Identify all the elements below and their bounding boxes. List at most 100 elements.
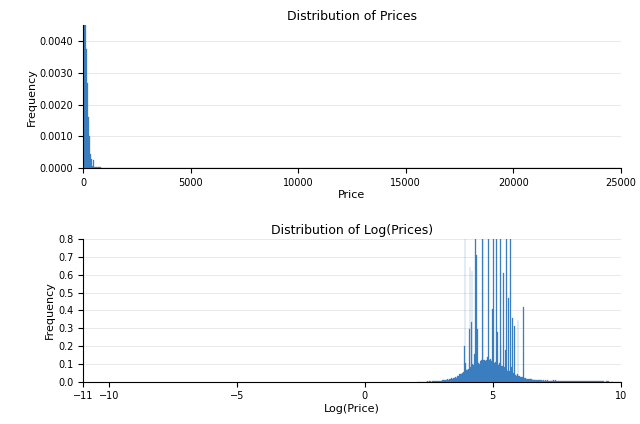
Bar [483,360,484,382]
Bar [436,381,437,382]
Bar [453,378,454,382]
X-axis label: Price: Price [339,190,365,201]
Bar [489,360,490,382]
Bar [527,379,528,382]
Bar [503,273,504,382]
Bar [523,378,524,382]
Bar [90,153,91,168]
Bar [526,379,527,382]
Bar [570,381,571,382]
Bar [91,159,92,168]
Bar [562,381,563,382]
Bar [510,190,511,382]
Bar [86,83,88,168]
Bar [578,381,579,382]
Bar [572,381,573,382]
Bar [92,166,93,168]
Bar [464,346,465,382]
Bar [551,381,552,382]
Bar [507,368,508,382]
Bar [524,377,525,382]
Bar [561,381,562,382]
Bar [462,373,463,382]
Bar [544,380,545,382]
Bar [463,372,464,382]
Bar [585,381,586,382]
Bar [522,377,523,382]
Bar [536,380,537,382]
Bar [550,381,551,382]
Bar [446,380,447,382]
Bar [514,374,515,382]
Bar [477,329,478,382]
Bar [595,381,596,382]
Bar [457,377,458,382]
Bar [476,255,477,382]
Bar [511,372,512,382]
Bar [468,369,469,382]
Bar [458,376,459,382]
Bar [517,374,518,382]
Bar [509,372,510,382]
Bar [580,381,581,382]
Bar [565,381,566,382]
Bar [470,367,471,382]
Bar [566,381,567,382]
Bar [593,381,594,382]
Bar [441,381,442,382]
Bar [472,364,473,382]
Bar [541,379,542,382]
Bar [519,377,520,382]
Bar [97,167,99,168]
Bar [480,361,481,382]
Bar [575,381,576,382]
Bar [534,379,535,382]
Bar [459,374,460,382]
Bar [484,360,485,382]
Bar [481,360,482,382]
Bar [479,364,480,382]
Bar [569,381,570,382]
Bar [508,298,509,382]
Bar [520,377,521,382]
Bar [497,332,498,382]
Bar [482,0,483,382]
Bar [95,167,96,168]
Bar [539,380,540,382]
Bar [535,380,536,382]
Bar [83,130,84,168]
Bar [494,363,495,382]
Bar [560,381,561,382]
Bar [442,380,443,382]
Bar [439,381,440,382]
Bar [473,365,474,382]
Bar [586,381,587,382]
Bar [500,346,501,382]
Bar [545,380,546,382]
Bar [452,379,453,382]
Y-axis label: Frequency: Frequency [45,282,55,339]
Bar [93,159,94,168]
Bar [581,381,582,382]
Bar [576,381,577,382]
Bar [556,381,557,382]
Bar [529,379,530,382]
Bar [521,377,522,382]
Bar [454,378,455,382]
Bar [475,98,476,382]
Bar [450,379,451,382]
Bar [447,379,448,382]
Bar [492,309,493,382]
Y-axis label: Frequency: Frequency [27,68,37,126]
Bar [504,367,505,382]
Bar [478,362,479,382]
Bar [490,360,491,382]
Bar [461,374,462,382]
Bar [568,381,569,382]
Title: Distribution of Prices: Distribution of Prices [287,10,417,23]
Bar [518,376,519,382]
Bar [553,380,554,382]
Bar [542,381,543,382]
Bar [564,381,565,382]
Bar [555,380,556,382]
